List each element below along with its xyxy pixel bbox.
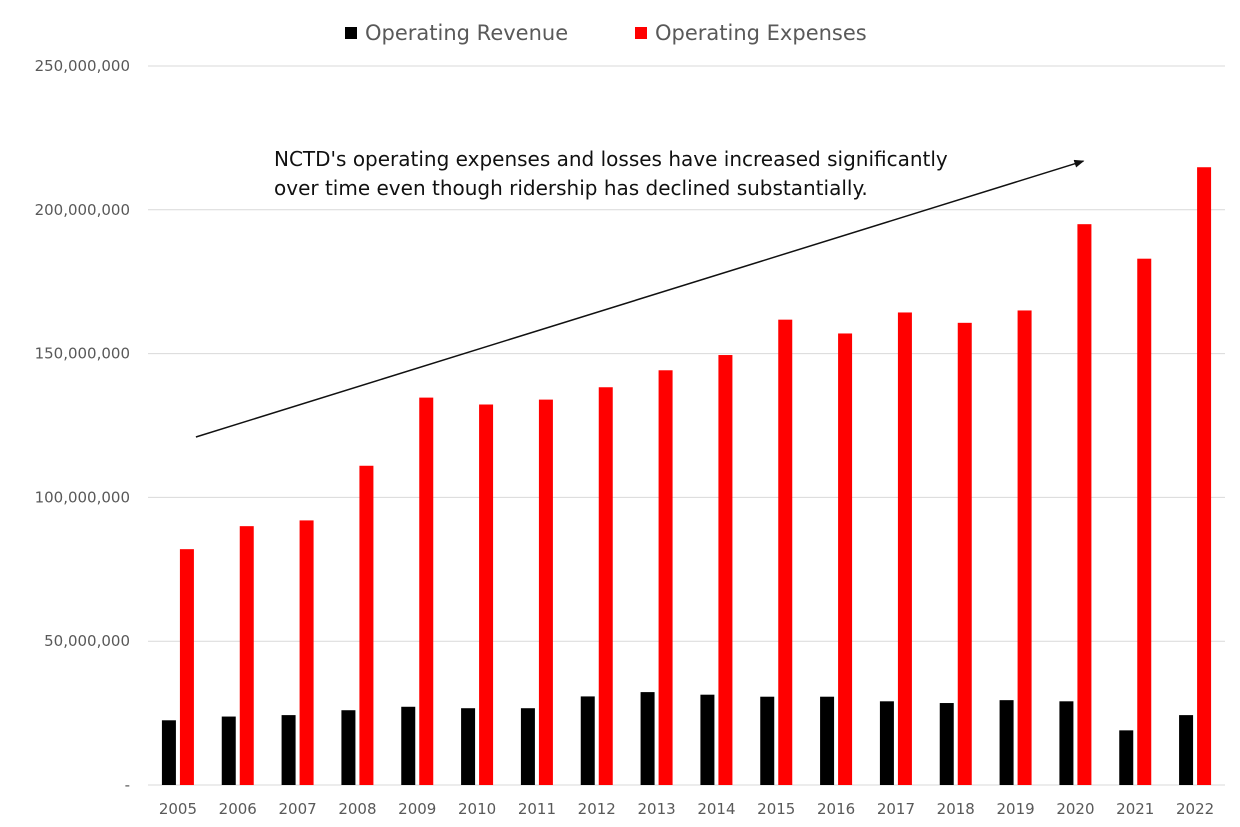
bar-operating-expenses-2011 <box>538 399 553 785</box>
x-tick-label-2008: 2008 <box>338 800 376 818</box>
legend-label-operating-revenue: Operating Revenue <box>365 21 568 45</box>
bar-operating-revenue-2018 <box>939 703 954 785</box>
x-tick-label-2017: 2017 <box>877 800 915 818</box>
x-tick-label-2021: 2021 <box>1116 800 1154 818</box>
annotation: NCTD's operating expenses and losses hav… <box>195 147 1085 438</box>
bar-operating-revenue-2015 <box>760 696 775 785</box>
bar-operating-expenses-2020 <box>1077 224 1092 785</box>
bar-operating-revenue-2017 <box>879 701 894 785</box>
bar-operating-revenue-2008 <box>341 710 356 785</box>
x-tick-label-2022: 2022 <box>1176 800 1214 818</box>
bar-operating-expenses-2008 <box>359 465 374 785</box>
legend-swatch-operating-expenses <box>635 27 647 39</box>
x-tick-label-2015: 2015 <box>757 800 795 818</box>
y-tick-label-200-000-000: 200,000,000 <box>35 201 130 219</box>
bar-operating-expenses-2015 <box>778 319 793 785</box>
bar-operating-revenue-2013 <box>640 692 655 785</box>
x-tick-label-2018: 2018 <box>937 800 975 818</box>
gridlines <box>148 65 1225 786</box>
x-tick-label-2013: 2013 <box>637 800 675 818</box>
trend-arrow <box>195 159 1085 438</box>
legend-swatch-operating-revenue <box>345 27 357 39</box>
bar-operating-expenses-2009 <box>419 397 434 785</box>
bar-operating-expenses-2021 <box>1137 258 1152 785</box>
bar-operating-revenue-2014 <box>700 694 715 785</box>
legend-label-operating-expenses: Operating Expenses <box>655 21 867 45</box>
y-tick-label-250-000-000: 250,000,000 <box>35 57 130 75</box>
bar-operating-expenses-2013 <box>658 370 673 785</box>
bar-operating-revenue-2021 <box>1119 730 1134 785</box>
x-tick-label-2007: 2007 <box>278 800 316 818</box>
bar-operating-expenses-2019 <box>1017 310 1032 785</box>
annotation-line-2: over time even though ridership has decl… <box>274 176 868 200</box>
bar-operating-revenue-2022 <box>1179 715 1194 785</box>
bar-operating-revenue-2019 <box>999 700 1014 785</box>
bar-operating-revenue-2016 <box>820 696 835 785</box>
bar-operating-revenue-2007 <box>281 715 296 785</box>
x-tick-label-2020: 2020 <box>1056 800 1094 818</box>
bar-operating-revenue-2010 <box>461 708 476 785</box>
bar-operating-expenses-2005 <box>179 549 194 785</box>
bar-operating-expenses-2006 <box>239 526 254 785</box>
bar-operating-expenses-2018 <box>957 322 972 785</box>
x-tick-label-2005: 2005 <box>159 800 197 818</box>
bar-operating-expenses-2017 <box>897 312 912 785</box>
y-axis: - 50,000,000 100,000,000 150,000,000 200,000… <box>35 57 130 794</box>
legend: Operating Revenue Operating Expenses <box>345 21 867 45</box>
y-tick-label-150-000-000: 150,000,000 <box>35 345 130 363</box>
annotation-line-1: NCTD's operating expenses and losses hav… <box>274 147 948 171</box>
x-tick-label-2009: 2009 <box>398 800 436 818</box>
y-tick-label-100-000-000: 100,000,000 <box>35 488 130 506</box>
x-tick-label-2006: 2006 <box>219 800 257 818</box>
bar-operating-expenses-2007 <box>299 520 314 785</box>
bar-operating-revenue-2006 <box>221 716 236 785</box>
bar-operating-expenses-2022 <box>1197 167 1212 785</box>
x-tick-label-2016: 2016 <box>817 800 855 818</box>
x-tick-label-2019: 2019 <box>996 800 1034 818</box>
bar-operating-revenue-2011 <box>520 708 535 785</box>
y-tick-label-zero: - <box>125 776 130 794</box>
bar-operating-revenue-2020 <box>1059 701 1074 785</box>
x-tick-label-2014: 2014 <box>697 800 735 818</box>
bar-operating-revenue-2009 <box>401 706 416 785</box>
x-tick-label-2011: 2011 <box>518 800 556 818</box>
bar-operating-expenses-2012 <box>598 387 613 785</box>
bar-operating-revenue-2012 <box>580 696 595 785</box>
bars <box>161 167 1212 785</box>
y-tick-label-50-000-000: 50,000,000 <box>44 632 130 650</box>
x-axis: 2005 2006 2007 2008 2009 2010 2011 2012 2013 2014… <box>159 800 1214 818</box>
bar-operating-expenses-2014 <box>718 355 733 785</box>
bar-operating-expenses-2010 <box>479 404 494 785</box>
x-tick-label-2010: 2010 <box>458 800 496 818</box>
x-tick-label-2012: 2012 <box>578 800 616 818</box>
bar-operating-expenses-2016 <box>838 333 853 785</box>
bar-operating-revenue-2005 <box>161 720 176 785</box>
